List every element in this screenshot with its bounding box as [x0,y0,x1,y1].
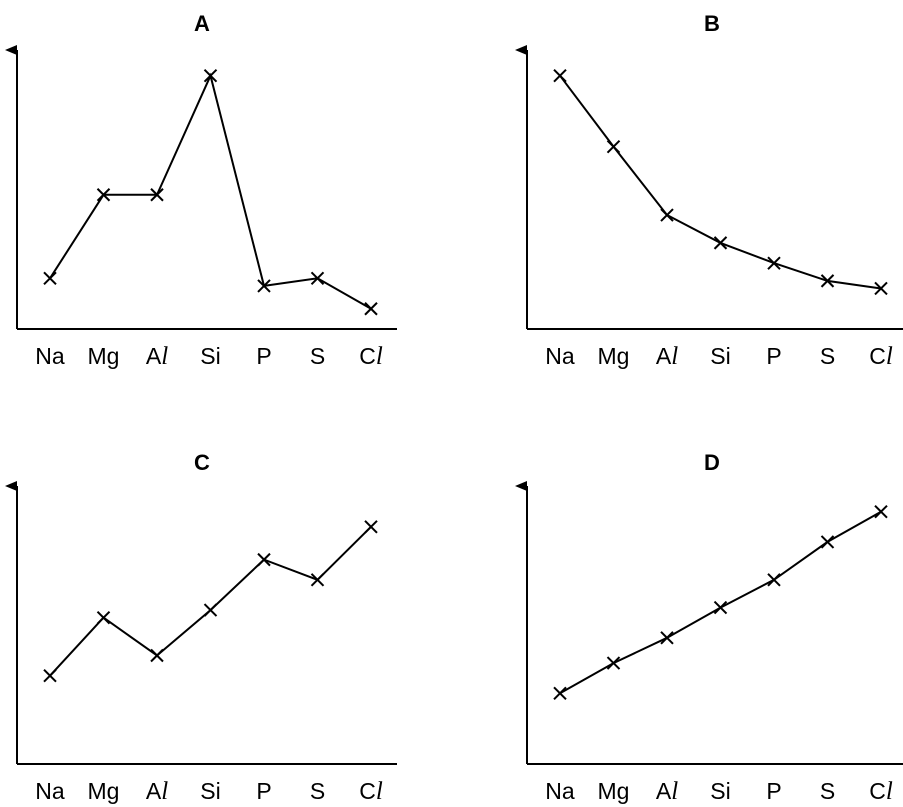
data-point-s [820,535,835,549]
data-point-mg [606,656,621,670]
x-tick-label: P [766,778,781,804]
chart-panel-c: C Na Mg Al Si P S Cl [5,450,397,805]
x-tick-label: P [766,343,781,369]
x-tick-label: Mg [88,343,120,369]
x-tick-label: S [820,343,835,369]
data-point-na [553,686,567,701]
data-point-cl [874,281,888,296]
data-point-s [310,271,325,286]
data-point-mg [606,139,621,154]
x-tick-label: Al [146,343,168,370]
x-tick-label: Si [710,343,730,369]
data-point-mg [96,188,111,202]
x-tick-label: Si [200,778,220,804]
data-point-p [257,552,271,567]
x-tick-label: S [820,778,835,804]
data-point-cl [874,504,888,519]
x-tick-label: Al [656,778,678,805]
x-tick-label: Cl [869,778,893,805]
data-point-s [820,274,835,288]
chart-title: B [704,11,720,36]
x-tick-label: P [256,778,271,804]
series-line [559,510,882,695]
chart-panel-d: D Na Mg Al Si P S Cl [515,450,903,805]
data-point-p [767,573,781,587]
series-line [559,75,882,290]
x-tick-label: Na [545,343,575,369]
data-point-si [203,603,218,617]
chart-title: D [704,450,720,475]
data-point-si [713,600,728,615]
x-tick-label: Mg [598,343,630,369]
data-point-na [553,69,567,83]
x-tick-label: S [310,778,325,804]
x-tick-label: Mg [598,778,630,804]
data-point-si [203,69,218,83]
data-point-na [43,668,57,683]
x-tick-label: Cl [359,343,383,370]
data-point-al [660,631,674,645]
data-point-p [257,279,271,293]
data-point-al [150,648,164,663]
data-point-cl [364,302,378,316]
x-tick-label: P [256,343,271,369]
x-tick-label: Al [146,778,168,805]
x-tick-label: Mg [88,778,120,804]
x-tick-label: Al [656,343,678,370]
chart-title: A [194,11,210,36]
data-point-cl [364,520,378,534]
chart-title: C [194,450,210,475]
x-tick-label: Na [545,778,575,804]
series-line [49,526,372,677]
data-point-na [43,271,57,286]
data-point-al [150,188,164,202]
x-tick-label: Na [35,778,65,804]
data-point-si [713,236,728,250]
data-point-s [310,573,325,587]
chart-panel-a: A Na Mg Al Si P S Cl [5,11,397,370]
x-tick-label: Cl [359,778,383,805]
data-point-mg [96,610,111,625]
x-tick-label: S [310,343,325,369]
x-tick-label: Si [200,343,220,369]
x-tick-label: Si [710,778,730,804]
x-tick-label: Cl [869,343,893,370]
data-point-p [767,256,781,270]
x-tick-label: Na [35,343,65,369]
chart-panel-b: B Na Mg Al Si P S Cl [515,11,903,370]
data-point-al [660,208,674,222]
